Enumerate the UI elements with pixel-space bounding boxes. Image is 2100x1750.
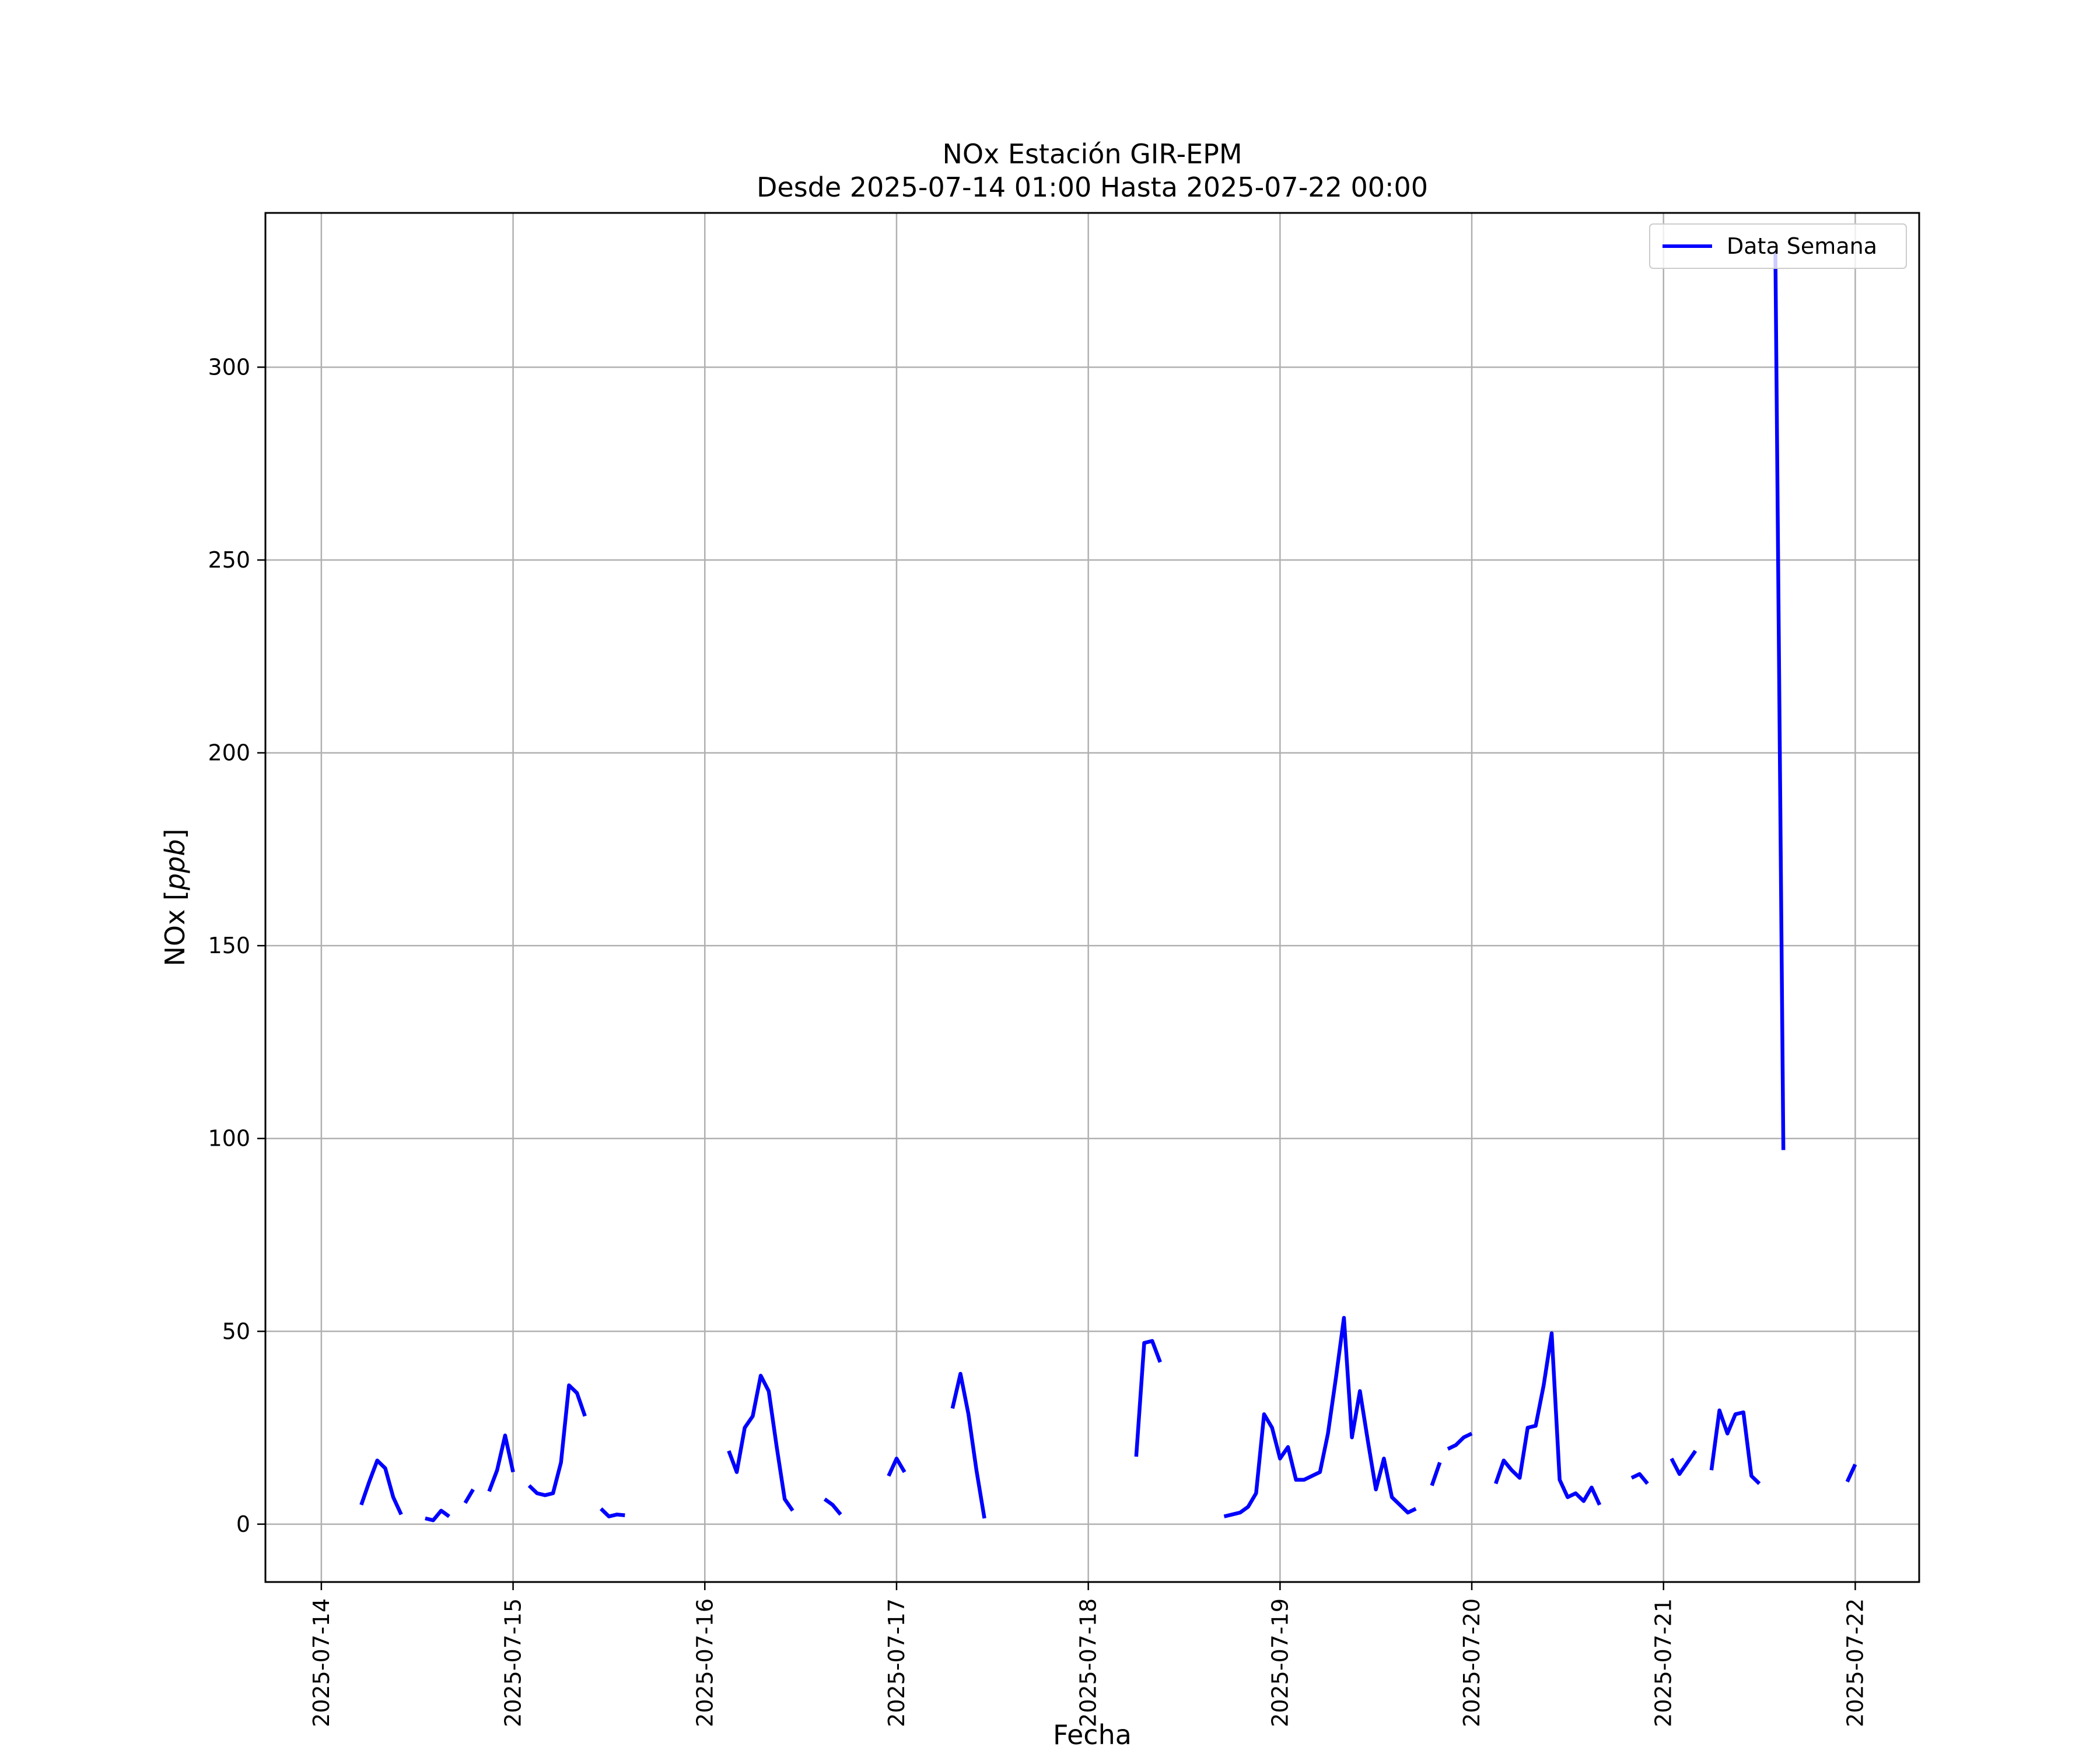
x-tick-label: 2025-07-20 bbox=[1459, 1598, 1485, 1727]
series-line-segment bbox=[1430, 1462, 1442, 1486]
x-tick-label: 2025-07-19 bbox=[1267, 1598, 1293, 1727]
y-tick-label: 50 bbox=[222, 1318, 250, 1344]
series-line-segment bbox=[1709, 1408, 1761, 1485]
series-line-segment bbox=[1845, 1464, 1857, 1483]
axis-ticks: 2025-07-14 2025-07-15 2025-07-16 2025-07-17… bbox=[208, 354, 1868, 1727]
series-line-segment bbox=[727, 1374, 794, 1512]
y-axis-label-unit: ppb bbox=[159, 839, 191, 891]
plot-frame bbox=[264, 212, 1920, 1583]
series-line-segment bbox=[1670, 1450, 1698, 1476]
series-line-segment bbox=[950, 1371, 986, 1519]
legend: Data Semana bbox=[1649, 223, 1907, 269]
series-data-semana bbox=[359, 251, 1857, 1522]
x-axis-label: Fecha bbox=[1053, 1719, 1132, 1750]
x-tick-label: 2025-07-22 bbox=[1842, 1598, 1868, 1727]
y-tick-label: 100 bbox=[208, 1126, 250, 1152]
series-line-segment bbox=[823, 1497, 842, 1516]
series-line-segment bbox=[887, 1457, 907, 1477]
x-tick-label: 2025-07-18 bbox=[1076, 1598, 1101, 1727]
series-line-segment bbox=[463, 1488, 475, 1504]
series-line-segment bbox=[487, 1433, 515, 1492]
series-line-segment bbox=[1773, 251, 1786, 1150]
series-line-segment bbox=[359, 1458, 403, 1516]
y-axis-label-prefix: NOx bbox=[159, 909, 191, 967]
chart-title: NOx Estación GIR-EPM bbox=[942, 138, 1242, 170]
legend-label-data-semana: Data Semana bbox=[1727, 233, 1877, 259]
x-tick-label: 2025-07-16 bbox=[692, 1598, 718, 1727]
series-line-segment bbox=[1134, 1339, 1162, 1457]
legend-box bbox=[1649, 223, 1907, 269]
series-line-segment bbox=[425, 1508, 450, 1522]
y-axis-label-open: [ bbox=[159, 890, 191, 909]
y-axis-label: NOx [ppb] bbox=[159, 829, 191, 967]
series-line-segment bbox=[1223, 1315, 1417, 1518]
y-tick-label: 250 bbox=[208, 547, 250, 573]
series-line-segment bbox=[1447, 1432, 1473, 1451]
x-tick-label: 2025-07-15 bbox=[501, 1598, 526, 1727]
y-tick-label: 0 bbox=[236, 1511, 250, 1537]
y-axis-label-close: ] bbox=[159, 829, 191, 839]
grid-lines bbox=[265, 213, 1919, 1582]
series-line-segment bbox=[527, 1383, 587, 1497]
y-tick-label: 150 bbox=[208, 933, 250, 958]
series-line-segment bbox=[1494, 1331, 1602, 1506]
chart-subtitle: Desde 2025-07-14 01:00 Hasta 2025-07-22 … bbox=[757, 172, 1428, 203]
x-tick-label: 2025-07-17 bbox=[884, 1598, 909, 1727]
x-tick-label: 2025-07-14 bbox=[309, 1598, 334, 1727]
y-tick-label: 200 bbox=[208, 740, 250, 766]
series-line-segment bbox=[1630, 1472, 1649, 1485]
y-tick-label: 300 bbox=[208, 354, 250, 380]
series-line-segment bbox=[599, 1507, 625, 1518]
x-tick-label: 2025-07-21 bbox=[1651, 1598, 1676, 1727]
